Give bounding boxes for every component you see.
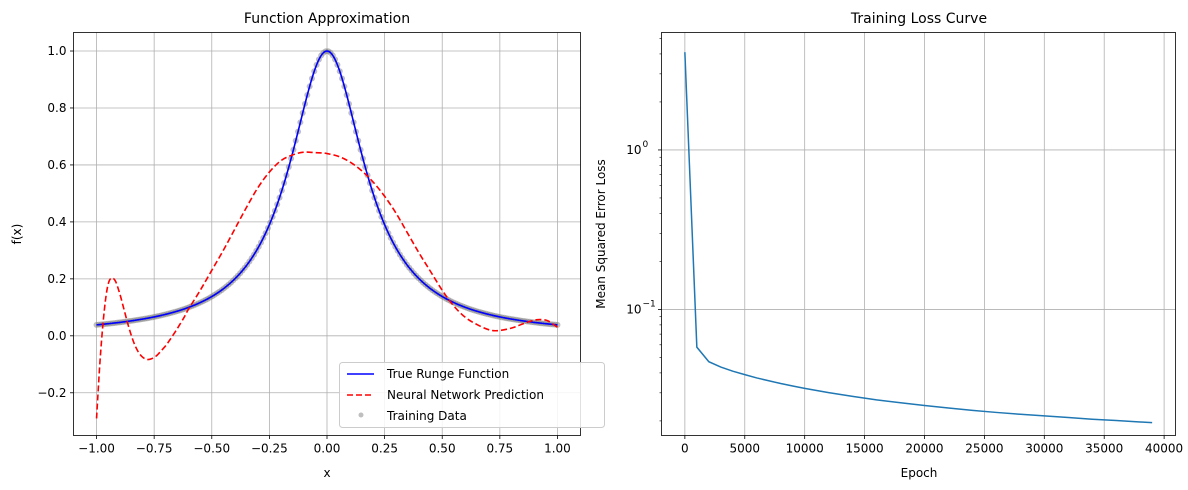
x-tick-label: −1.00 [78,442,115,456]
y-axis-ticks: −0.2 0.0 0.2 0.4 0.6 0.8 1.0 [37,44,74,400]
x-tick-label: 0.25 [371,442,398,456]
plot-area [93,48,561,419]
function-approximation-chart: Function Approximation −1.00 −0.75 −0.50 −0… [10,11,605,480]
training-loss-chart: Training Loss Curve 0 5000 10000 15000 20000… [594,11,1183,480]
y-tick-label: 0.2 [47,272,66,286]
y-tick-exponent: 0 [643,140,649,150]
y-tick-label: 0.8 [47,101,66,115]
legend-label-training-data: Training Data [386,409,467,423]
x-tick-label: 35000 [1085,442,1123,456]
y-tick-label: −0.2 [37,386,66,400]
x-tick-label: 0.50 [429,442,456,456]
series-line-loss [684,52,1153,424]
x-tick-label: 0.75 [486,442,513,456]
x-tick-label: 5000 [729,442,760,456]
legend-marker-training-data [358,412,364,418]
x-tick-label: −0.25 [251,442,288,456]
x-tick-label: −0.50 [193,442,230,456]
y-tick-label: 0.4 [47,215,66,229]
chart-title: Function Approximation [244,11,410,27]
grid [73,32,581,436]
legend-box [339,362,605,428]
x-tick-label: 40000 [1145,442,1183,456]
plot-area [684,52,1153,424]
axes-frame [661,32,1176,436]
y-tick-exponent: −1 [643,299,656,309]
x-axis-label: x [323,466,330,480]
x-tick-label: 0 [681,442,689,456]
y-axis-label: Mean Squared Error Loss [594,159,608,309]
x-axis-label: Epoch [901,466,938,480]
grid [661,32,1176,436]
legend: True Runge Function Neural Network Predi… [339,362,605,428]
y-tick-label: 0.6 [47,158,66,172]
legend-label-true-runge: True Runge Function [386,367,509,381]
series-line-nn-prediction [95,151,558,419]
x-tick-label: 10000 [786,442,824,456]
x-tick-label: 30000 [1025,442,1063,456]
x-tick-label: 0.00 [314,442,341,456]
legend-label-nn-prediction: Neural Network Prediction [387,388,544,402]
y-axis-label: f(x) [10,224,24,245]
x-tick-label: 20000 [905,442,943,456]
y-tick-label: 10 [626,143,641,157]
x-tick-label: −0.75 [136,442,173,456]
x-tick-label: 1.00 [544,442,571,456]
y-tick-label: 1.0 [47,44,66,58]
chart-title: Training Loss Curve [850,11,987,27]
y-tick-label: 10 [626,302,641,316]
series-line-true-runge [96,50,558,326]
x-tick-label: 25000 [965,442,1003,456]
y-tick-label: 0.0 [47,329,66,343]
x-axis-ticks: 0 5000 10000 15000 20000 25000 30000 35000 40000 [681,435,1183,456]
x-axis-ticks: −1.00 −0.75 −0.50 −0.25 0.00 0.25 0.50 0.75 1.00 [78,435,571,456]
x-tick-label: 15000 [845,442,883,456]
